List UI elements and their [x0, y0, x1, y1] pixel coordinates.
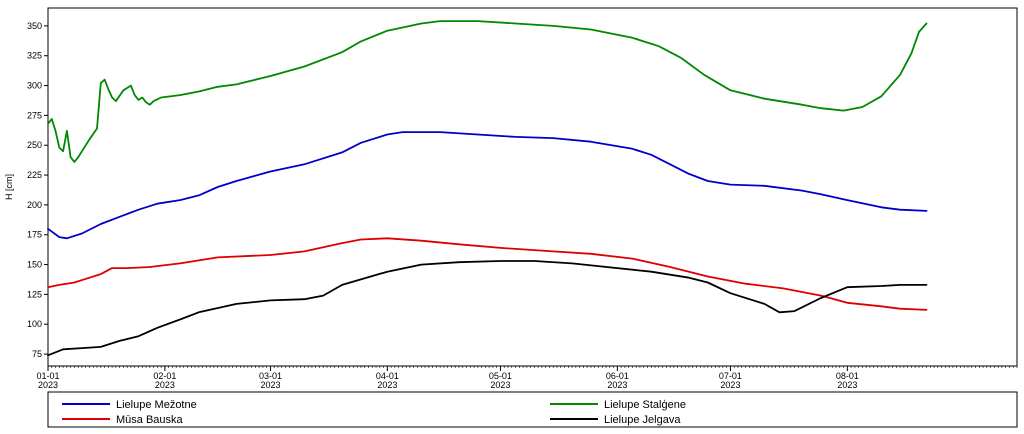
x-tick-year: 2023: [260, 380, 280, 390]
y-tick-label: 225: [27, 170, 42, 180]
x-tick-year: 2023: [837, 380, 857, 390]
y-tick-label: 75: [32, 349, 42, 359]
x-tick-label: 03-01: [259, 371, 282, 381]
series-layer: [47, 20, 928, 357]
x-tick-label: 01-01: [36, 371, 59, 381]
y-axis-title: H [cm]: [4, 174, 14, 200]
series-line: [47, 20, 928, 163]
series-line: [47, 131, 928, 240]
x-tick-label: 08-01: [836, 371, 859, 381]
y-tick-label: 350: [27, 21, 42, 31]
legend-label: Mūsa Bauska: [116, 414, 184, 426]
y-tick-label: 200: [27, 200, 42, 210]
x-tick-year: 2023: [720, 380, 740, 390]
x-tick-year: 2023: [155, 380, 175, 390]
x-tick-label: 05-01: [489, 371, 512, 381]
series-line: [47, 260, 928, 357]
x-tick-year: 2023: [38, 380, 58, 390]
legend-box: [47, 391, 1018, 428]
y-tick-label: 100: [27, 319, 42, 329]
x-tick-year: 2023: [490, 380, 510, 390]
y-tick-label: 125: [27, 289, 42, 299]
x-tick-label: 02-01: [153, 371, 176, 381]
x-tick-label: 06-01: [606, 371, 629, 381]
y-tick-label: 175: [27, 230, 42, 240]
y-tick-label: 275: [27, 110, 42, 120]
y-tick-label: 325: [27, 51, 42, 61]
y-tick-label: 150: [27, 260, 42, 270]
x-axis: 01-01202302-01202303-01202304-01202305-0…: [36, 366, 1018, 390]
x-tick-label: 04-01: [376, 371, 399, 381]
y-tick-label: 300: [27, 81, 42, 91]
x-tick-label: 07-01: [719, 371, 742, 381]
plot-area: [47, 7, 1018, 367]
legend-label: Lielupe Stalģene: [604, 398, 686, 411]
x-tick-year: 2023: [607, 380, 627, 390]
y-axis: 75 100 125 150 175 200 225 250 275 300 325 350: [27, 21, 48, 359]
y-tick-label: 250: [27, 140, 42, 150]
x-tick-year: 2023: [377, 380, 397, 390]
legend: Lielupe Mežotne Lielupe Stalģene Mūsa Baus…: [62, 398, 686, 426]
legend-label: Lielupe Mežotne: [116, 399, 197, 411]
legend-label: Lielupe Jelgava: [604, 414, 681, 426]
series-line: [47, 237, 928, 311]
